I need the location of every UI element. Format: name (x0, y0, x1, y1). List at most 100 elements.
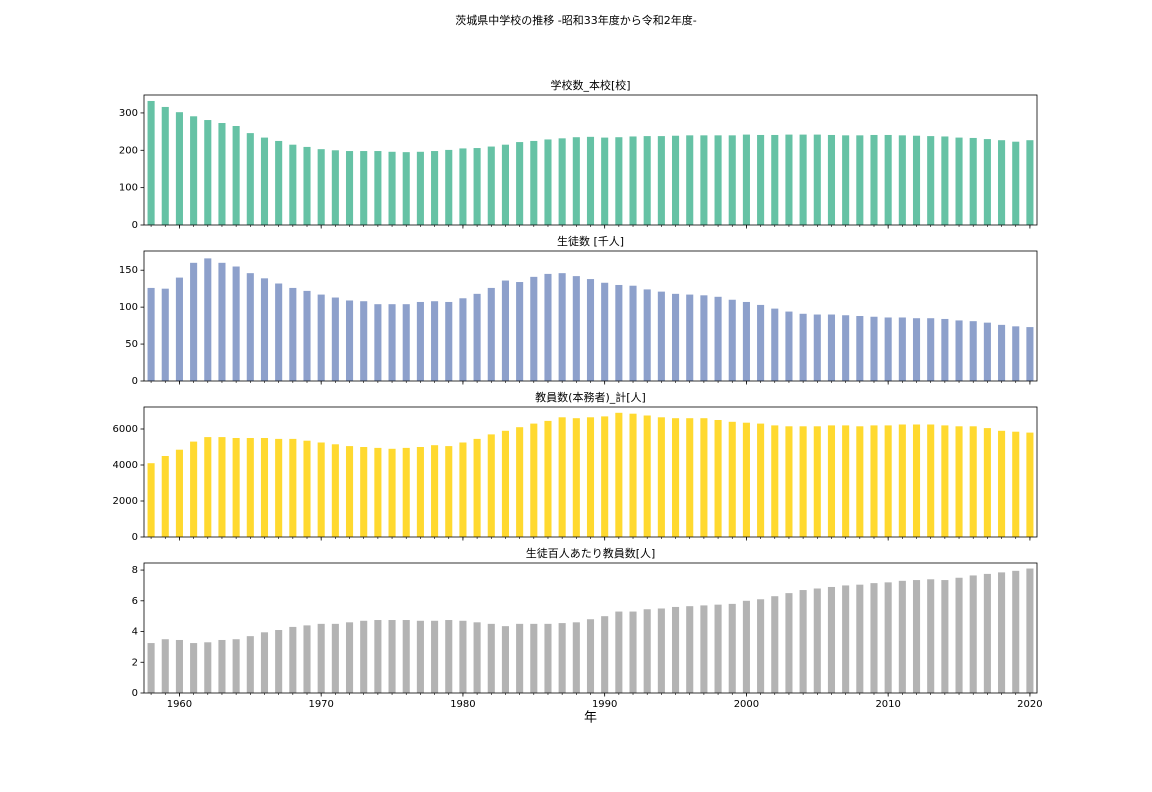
bar (388, 448, 396, 537)
bar (728, 421, 736, 537)
bar (842, 585, 850, 693)
bar (473, 438, 481, 537)
bar (289, 287, 297, 381)
bar (657, 608, 665, 693)
bar (572, 622, 580, 693)
bar (955, 320, 963, 381)
bar (927, 424, 935, 537)
bar (898, 580, 906, 693)
bar (204, 258, 212, 381)
bar (175, 639, 183, 693)
bar (530, 423, 538, 537)
bar (218, 123, 226, 225)
bar (643, 609, 651, 693)
subplot-title: 学校数_本校[校] (550, 78, 630, 92)
bar (728, 299, 736, 381)
bar (998, 324, 1006, 381)
y-tick-label: 4 (132, 627, 138, 638)
bar (275, 629, 283, 693)
bar (374, 151, 382, 225)
subplot: 生徒百人あたり教員数[人] 0 2 4 6 8 1960 1970 1980 1990 2000 20… (132, 546, 1043, 726)
bar (686, 294, 694, 381)
bar (402, 152, 410, 225)
bar (643, 136, 651, 225)
bar (983, 139, 991, 225)
bar (431, 301, 439, 381)
y-tick-label: 100 (119, 302, 138, 313)
bar (955, 426, 963, 537)
bar (501, 280, 509, 381)
x-axis-label: 年 (584, 711, 597, 726)
bar (941, 318, 949, 381)
bar (204, 437, 212, 537)
bar (459, 620, 467, 693)
bar (813, 426, 821, 537)
bar (572, 276, 580, 381)
bar (842, 135, 850, 225)
bar (473, 148, 481, 225)
bar (345, 151, 354, 225)
bar (402, 447, 410, 537)
bar (459, 442, 467, 537)
bar (714, 419, 722, 537)
bar (530, 140, 538, 225)
bar (289, 626, 297, 693)
bar (672, 606, 680, 693)
bar (657, 136, 665, 225)
bar (969, 137, 977, 225)
bar (190, 116, 198, 225)
bar (260, 632, 269, 693)
axes-frame (143, 562, 1038, 694)
bar (303, 440, 311, 537)
bar (516, 142, 524, 225)
bar (771, 596, 779, 693)
bar (998, 572, 1006, 693)
bar (785, 134, 793, 225)
bar (912, 135, 921, 225)
bar (175, 277, 183, 381)
y-tick-label: 0 (132, 376, 138, 387)
subplot-title: 生徒数 [千人] (557, 234, 624, 248)
bar (657, 417, 665, 537)
bar (190, 643, 198, 693)
bar (771, 308, 779, 381)
bar (657, 291, 665, 381)
x-tick-label: 2020 (1017, 699, 1042, 710)
bar (870, 316, 878, 381)
bar (586, 619, 595, 693)
suptitle: 茨城県中学校の推移 -昭和33年度から令和2年度- (455, 13, 696, 27)
bar (1026, 140, 1034, 225)
bar (232, 126, 240, 225)
y-tick-label: 8 (132, 565, 138, 576)
bar (700, 295, 708, 381)
bar (757, 304, 765, 381)
y-tick-label: 6000 (113, 424, 138, 435)
bar (785, 311, 793, 381)
bar (487, 623, 495, 693)
bar (1026, 327, 1034, 381)
bar (742, 301, 750, 381)
axes-frame (143, 250, 1038, 382)
bar (898, 135, 906, 225)
bar (388, 151, 396, 225)
bar (232, 639, 240, 693)
bar (218, 437, 226, 537)
y-tick-label: 2000 (113, 496, 138, 507)
bar (558, 138, 566, 225)
bar (586, 279, 595, 381)
bar (345, 300, 354, 381)
bar (827, 425, 836, 537)
bar (232, 437, 240, 537)
bar (374, 304, 382, 381)
y-tick-label: 300 (119, 108, 138, 119)
bar (742, 134, 750, 225)
bar (360, 301, 368, 381)
bar (898, 424, 906, 537)
bar (416, 301, 424, 381)
x-tick-label: 1980 (450, 699, 475, 710)
subplot-title: 教員数(本務者)_計[人] (535, 390, 646, 404)
bar (232, 266, 240, 381)
bar (771, 425, 779, 537)
bar (303, 625, 311, 693)
